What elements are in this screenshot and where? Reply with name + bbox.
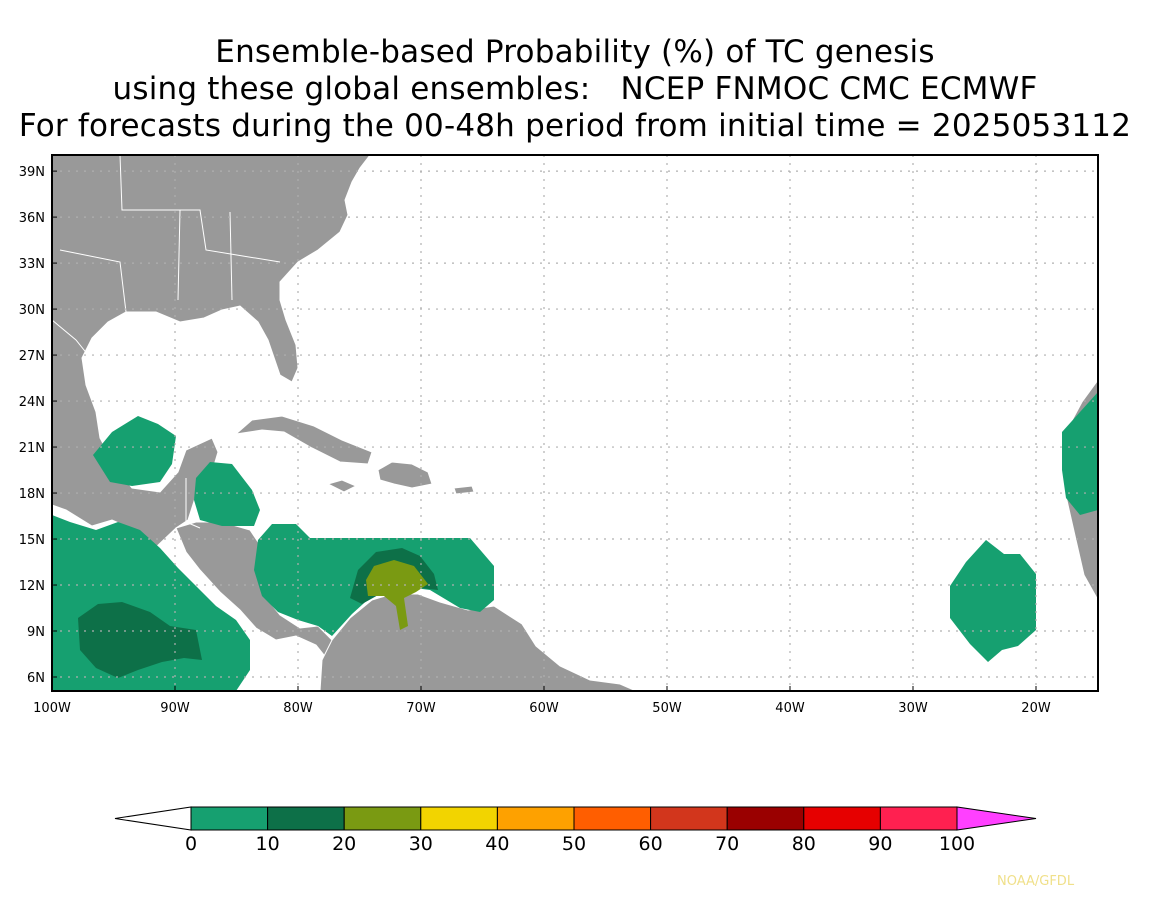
colorbar-bin — [650, 806, 728, 831]
colorbar-bin — [420, 806, 498, 831]
lon-label: 20W — [1021, 701, 1051, 716]
lat-label: 30N — [19, 303, 45, 318]
land-puerto-rico — [453, 485, 475, 495]
lat-label: 21N — [19, 441, 45, 456]
lon-label: 100W — [33, 701, 71, 716]
colorbar-under-arrow — [114, 806, 192, 831]
lon-labels: 100W 90W 80W 70W 60W 50W 40W 30W 20W — [33, 686, 1051, 716]
lon-label: 60W — [529, 701, 559, 716]
prob-area-eastpac-10-20 — [78, 602, 202, 678]
colorbar-bin — [879, 806, 958, 831]
lat-label: 9N — [27, 625, 45, 640]
colorbar-bin — [573, 806, 652, 831]
lat-label: 15N — [19, 533, 45, 548]
lat-label: 36N — [19, 211, 45, 226]
title-line-1: Ensemble-based Probability (%) of TC gen… — [215, 34, 935, 70]
map-frame — [51, 154, 1099, 692]
colorbar-tick-label: 40 — [485, 833, 509, 855]
colorbar-tick-label: 0 — [185, 833, 197, 855]
colorbar-bin — [496, 806, 575, 831]
colorbar-tick-label: 60 — [639, 833, 663, 855]
colorbar-tick-label: 20 — [332, 833, 356, 855]
title-line-2: using these global ensembles: NCEP FNMOC… — [112, 71, 1038, 107]
prob-area-eastatl-north-0-10 — [1062, 392, 1098, 515]
colorbar-tick-label: 10 — [256, 833, 280, 855]
prob-area-caribbean-20-30 — [366, 560, 428, 630]
border-us-states-4 — [59, 249, 127, 313]
colorbar-bin — [267, 806, 345, 831]
colorbar-tick-label: 30 — [409, 833, 433, 855]
lat-label: 39N — [19, 165, 45, 180]
lon-label: 40W — [775, 701, 805, 716]
land-hispaniola — [377, 461, 433, 489]
lat-label: 12N — [19, 579, 45, 594]
lon-label: 90W — [160, 701, 190, 716]
border-mexico-ca — [185, 478, 201, 529]
colorbar-bin — [803, 806, 881, 831]
lat-label: 33N — [19, 257, 45, 272]
lat-label: 24N — [19, 395, 45, 410]
border-us-states-3 — [229, 211, 233, 301]
colorbar-tick-label: 70 — [715, 833, 739, 855]
prob-area-mexico-0-10 — [93, 416, 176, 486]
prob-area-yucatan-0-10 — [194, 462, 260, 526]
lat-label: 27N — [19, 349, 45, 364]
prob-area-eastatl-south-0-10 — [950, 540, 1036, 662]
lat-labels: 39N 36N 33N 30N 27N 24N 21N 18N 15N 12N 9N 6N — [19, 165, 57, 686]
border-us-mexico — [52, 319, 93, 361]
lat-label: 6N — [27, 671, 45, 686]
colorbar: 0 10 20 30 40 50 60 70 80 90 100 — [114, 806, 1037, 855]
lon-label: 30W — [898, 701, 928, 716]
colorbar-over-arrow — [956, 806, 1037, 831]
title-line-3: For forecasts during the 00-48h period f… — [18, 108, 1132, 144]
colorbar-bin — [343, 806, 422, 831]
borders — [52, 155, 281, 529]
lat-label: 18N — [19, 487, 45, 502]
colorbar-tick-label: 80 — [792, 833, 816, 855]
lon-label: 80W — [283, 701, 313, 716]
land-jamaica — [326, 479, 358, 493]
colorbar-tick-label: 100 — [939, 833, 975, 855]
lon-label: 50W — [652, 701, 682, 716]
land-cuba — [234, 415, 373, 465]
colorbar-tick-label: 50 — [562, 833, 586, 855]
colorbar-bin — [726, 806, 805, 831]
credit-label: NOAA/GFDL — [997, 874, 1075, 889]
border-us-states-2 — [177, 209, 181, 301]
colorbar-bin — [190, 806, 269, 831]
lon-label: 70W — [406, 701, 436, 716]
colorbar-tick-label: 90 — [868, 833, 892, 855]
probability-fills — [52, 392, 1098, 691]
